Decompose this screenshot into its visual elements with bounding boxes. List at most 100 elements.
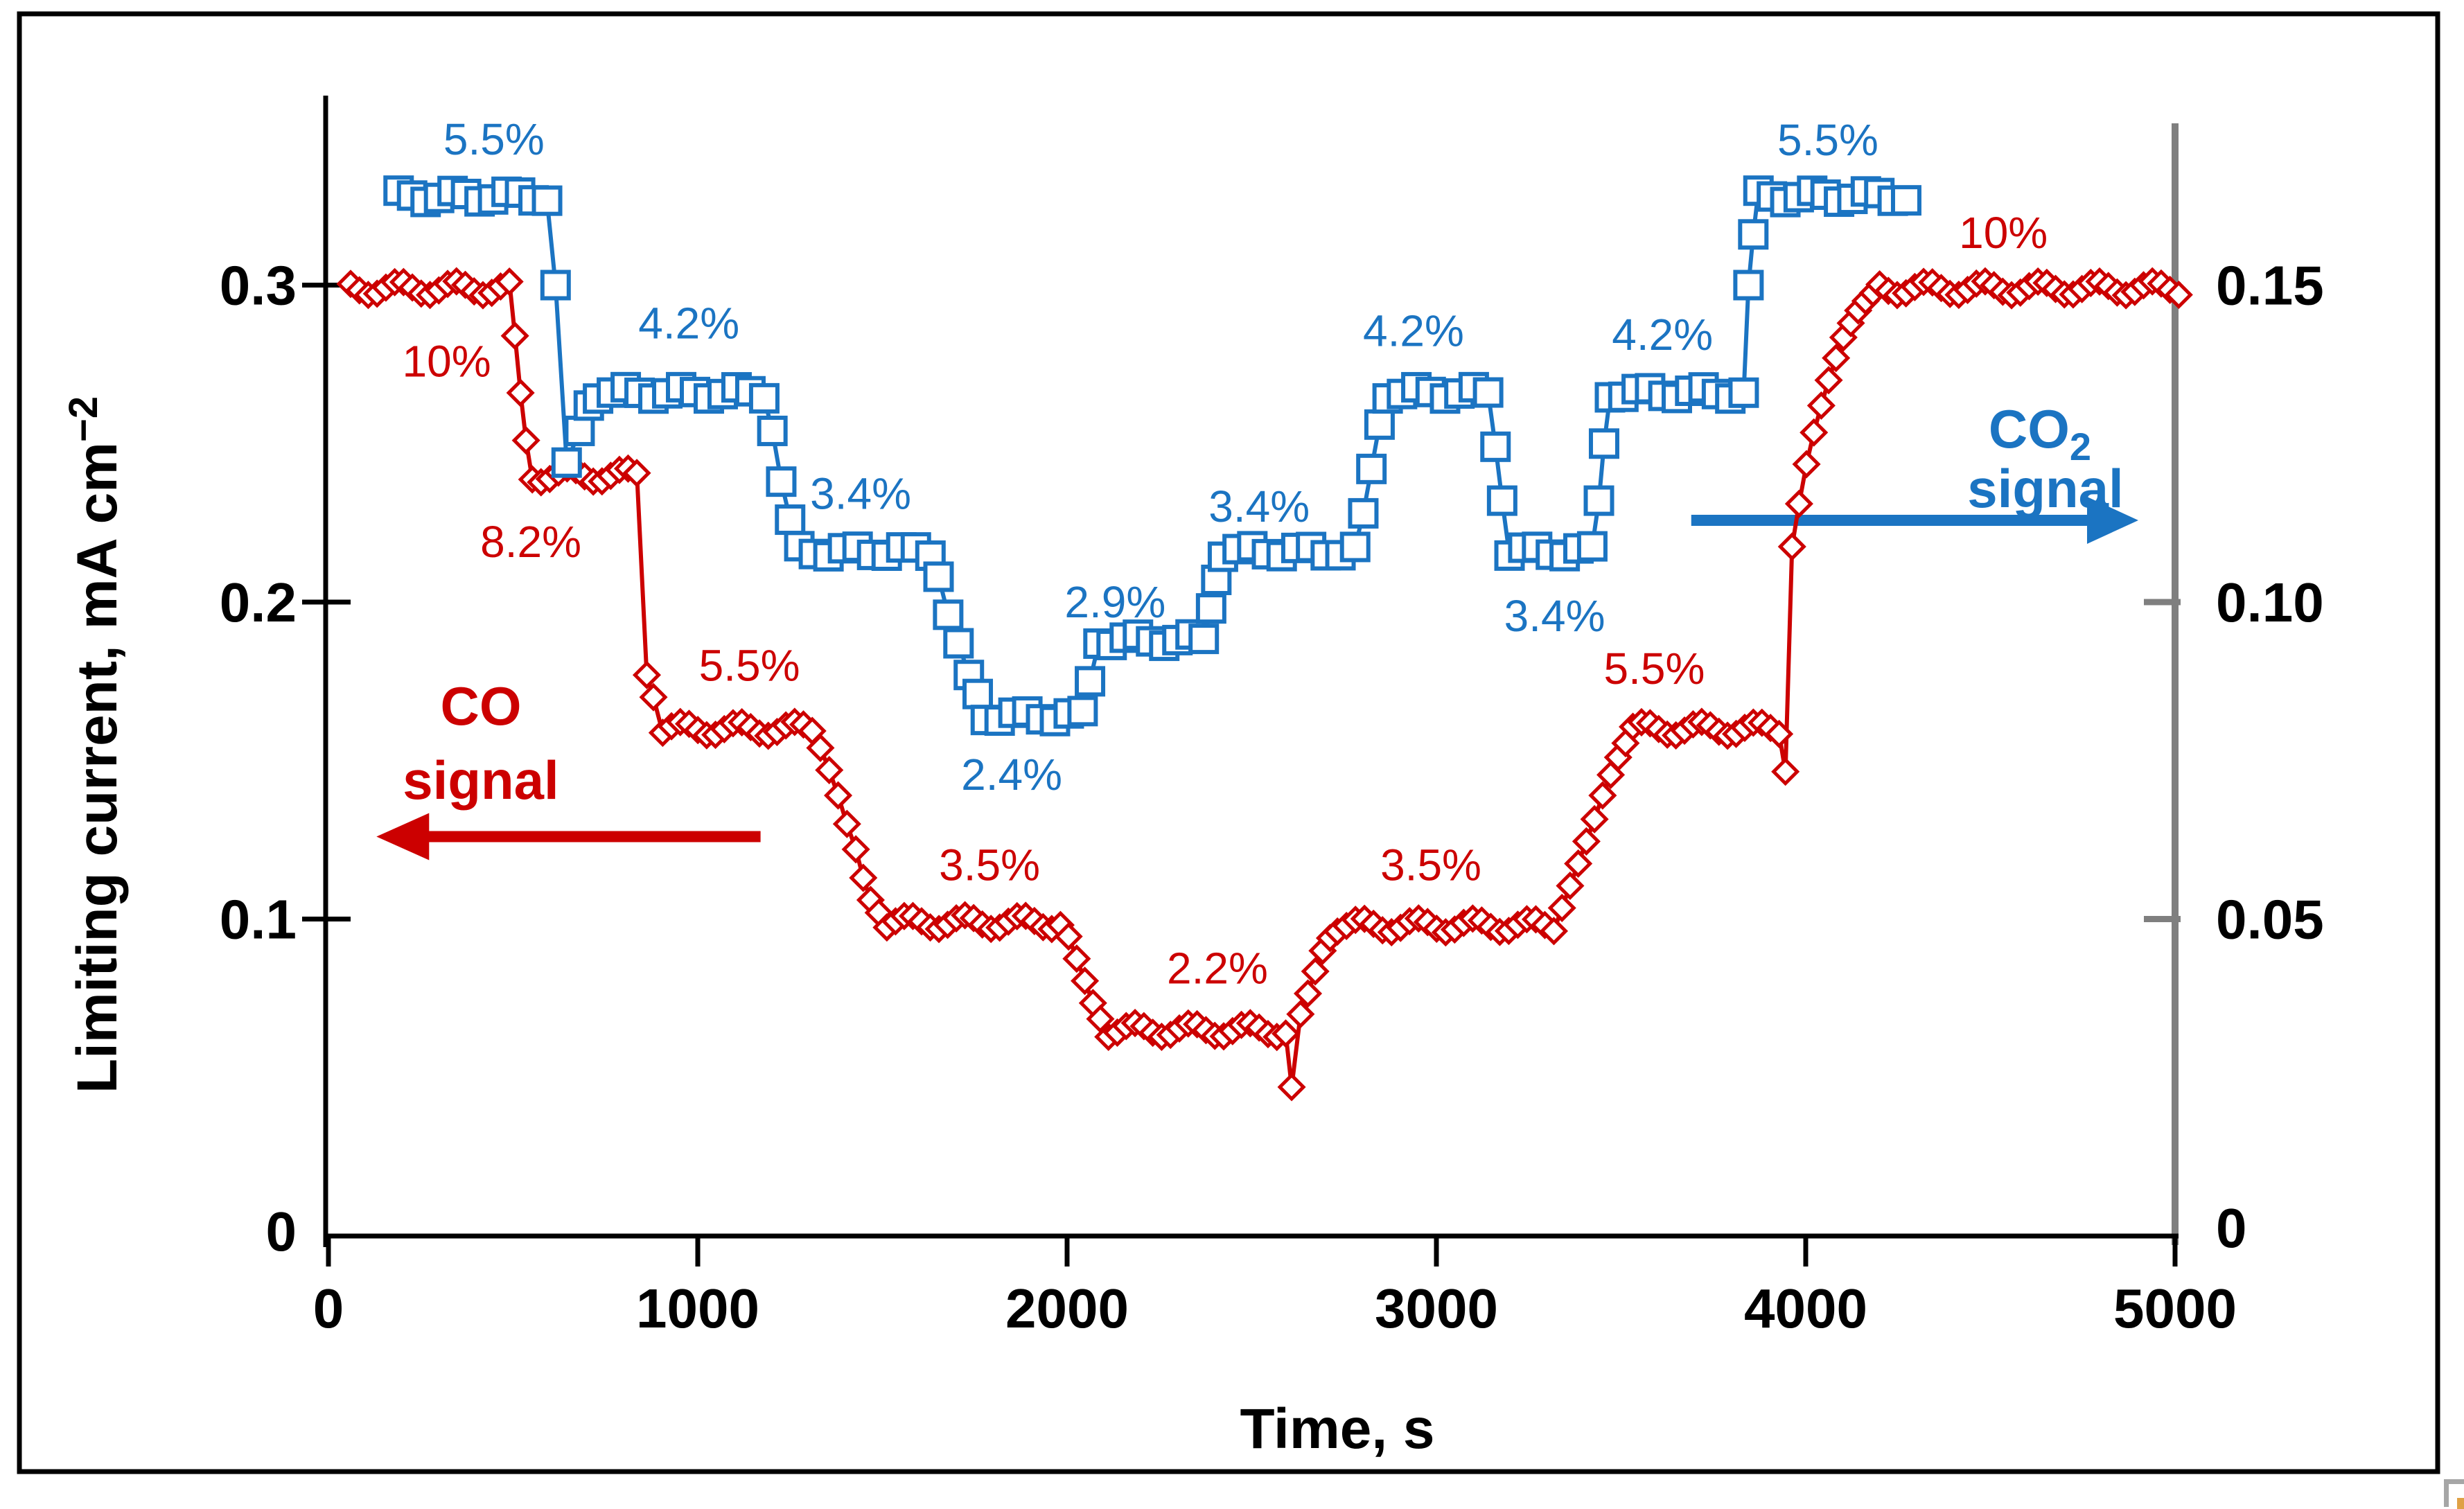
co-marker [506,378,535,407]
co-percent-label: 3.5% [1380,840,1481,890]
y-left-tick-label: 0 [266,1201,297,1262]
co2-marker [923,561,954,592]
co-marker [1293,979,1323,1008]
co-marker [1792,450,1821,479]
co-marker [1271,1019,1301,1048]
co2-marker [1728,377,1759,408]
y-right-tick-label: 0.05 [2216,889,2324,951]
co2-marker [1188,624,1220,655]
co2-arrow-head [2087,496,2138,544]
co-marker [1301,957,1330,986]
co-marker [841,835,870,864]
co-marker [495,267,524,297]
y-axis-title: Limiting current, mA cm−2 [61,396,129,1093]
co2-marker [1738,219,1769,250]
co-marker [1286,1000,1315,1029]
co-marker [1765,719,1794,748]
x-tick-label: 5000 [2113,1278,2237,1339]
co-percent-label: 2.2% [1167,943,1268,993]
co2-marker [962,678,994,709]
co2-subscript: 2 [2070,425,2091,468]
co-marker [1806,391,1836,420]
co-marker [639,682,668,712]
co-marker [632,660,661,689]
y-left-tick-label: 0.1 [220,889,297,951]
co2-marker [1356,453,1387,484]
co-marker [832,809,861,838]
co-marker [622,459,651,488]
y-left-tick-label: 0.2 [220,572,297,633]
co-marker [1777,532,1806,561]
co2-marker [531,185,563,216]
co-marker [824,781,853,810]
co-marker [1539,917,1569,946]
co2-marker [1339,531,1371,563]
co-marker [849,863,878,892]
x-tick-label: 0 [313,1278,344,1339]
co-marker [815,755,844,785]
co2-marker [564,415,595,446]
x-tick-label: 4000 [1744,1278,1867,1339]
co-marker [1799,418,1829,447]
co2-marker [1195,593,1226,624]
x-tick-label: 3000 [1375,1278,1498,1339]
co-marker [806,733,835,762]
co-arrow-head [376,813,430,861]
co2-signal-label: CO2 [1989,398,2091,468]
co-marker [1822,344,1851,373]
x-axis-title: Time, s [1240,1397,1434,1461]
co-marker [1071,967,1100,996]
co2-marker [1067,696,1098,727]
co-signal-label-line2: signal [403,750,558,811]
co2-marker [1486,485,1517,516]
co2-percent-label: 4.2% [1612,310,1713,360]
co-series [336,267,2193,1102]
co2-percent-label: 4.2% [638,298,739,348]
selection-handle-icon [2444,1479,2464,1509]
co2-percent-label: 3.4% [1504,591,1605,641]
co2-marker [1480,431,1511,462]
co-marker [1054,922,1083,951]
co2-percent-label: 5.5% [443,114,545,164]
co-marker [2164,280,2193,310]
figure-frame [17,11,2440,1474]
y-axis-title-main: Limiting current, mA cm [66,442,129,1093]
co-marker [1277,1073,1306,1102]
co-marker [511,426,540,455]
co2-marker [757,415,788,446]
co2-percent-label: 3.4% [810,469,911,519]
co-marker [1572,827,1601,856]
co-signal-label: CO [441,676,522,736]
co2-marker [748,382,780,414]
co-marker [1086,1005,1115,1034]
co-percent-label: 10% [403,336,491,386]
y-right-tick-label: 0.15 [2216,255,2324,317]
co2-text: CO [1989,398,2070,459]
co-percent-label: 10% [1959,208,2048,258]
co2-marker [933,599,964,630]
co-marker [1564,849,1593,878]
selection-handle-fill [2457,1498,2464,1509]
co2-series [383,175,1921,736]
co2-percent-label: 4.2% [1363,306,1464,355]
co2-percent-label: 5.5% [1777,115,1878,165]
co2-marker [1472,377,1504,408]
co-percent-label: 5.5% [699,641,800,691]
co-percent-label: 5.5% [1604,644,1705,694]
co2-marker [1364,409,1395,440]
co2-marker [1588,428,1619,459]
co2-signal-label-line2: signal [1967,458,2123,519]
y-axis-title-superscript: −2 [61,396,106,442]
co2-marker [540,270,571,301]
y-right-tick-label: 0 [2216,1197,2247,1259]
co2-marker [1733,270,1764,301]
co-marker [1062,944,1091,973]
co2-marker [1075,666,1106,697]
x-tick-label: 1000 [636,1278,759,1339]
y-right-tick-label: 0.10 [2216,572,2324,633]
co-marker [1814,366,1843,395]
co2-marker [1583,485,1614,516]
co2-marker [551,447,582,478]
co-marker [1784,489,1813,518]
co-percent-label: 3.5% [939,840,1040,890]
